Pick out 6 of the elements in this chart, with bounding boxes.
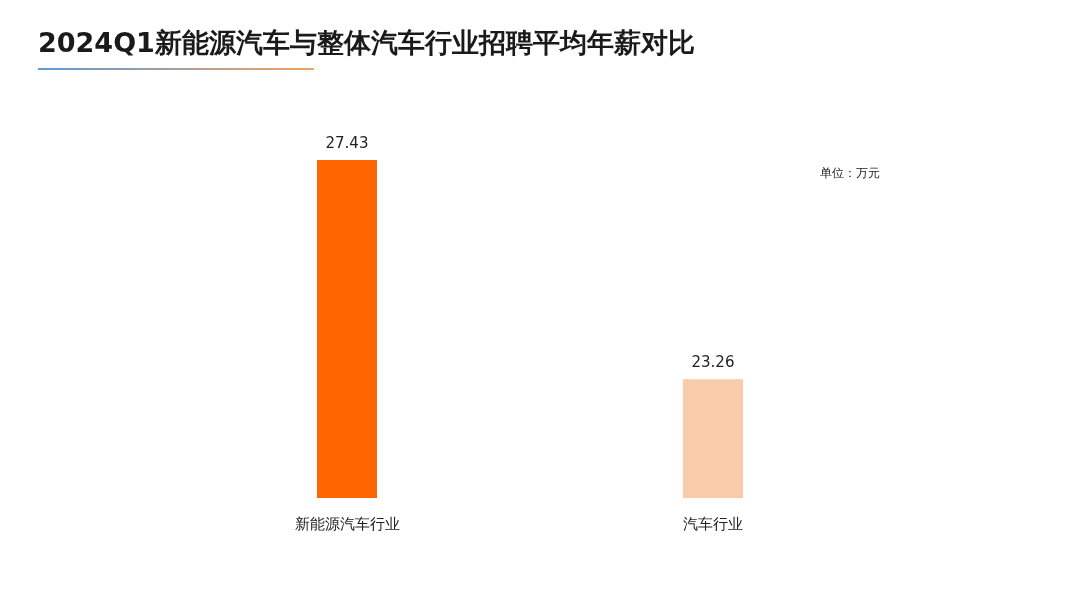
data-label: 23.26 [691,353,735,372]
chart-title: 2024Q1新能源汽车与整体汽车行业招聘平均年薪对比 [38,27,695,58]
annotation: 单位：万元 [820,166,880,180]
x-tick-label: 新能源汽车行业 [294,515,400,533]
data-label: 27.43 [325,134,369,152]
x-tick-label: 汽车行业 [683,515,743,533]
